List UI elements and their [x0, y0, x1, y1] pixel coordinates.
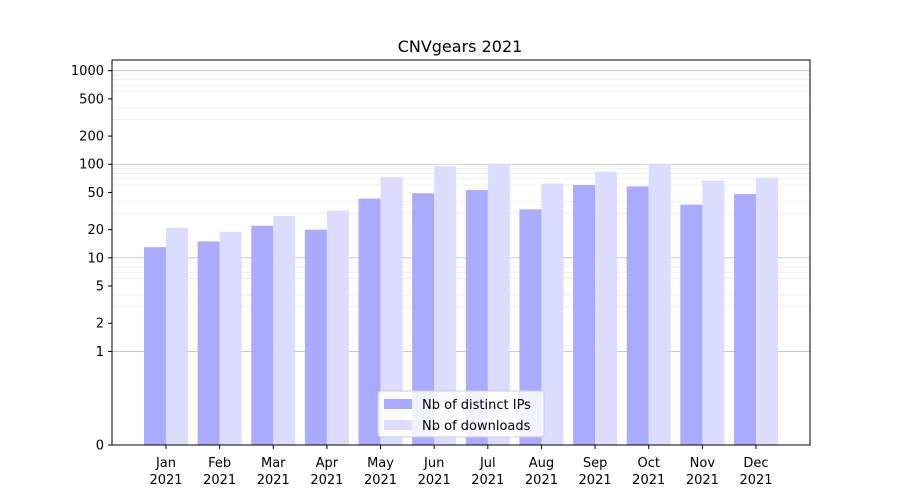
bar-downloads-may [380, 177, 403, 446]
x-tick-label-month: Aug [529, 456, 554, 471]
x-tick-label-year: 2021 [418, 473, 451, 488]
x-tick-label-month: Jan [155, 456, 176, 471]
x-tick-label-year: 2021 [471, 473, 504, 488]
x-tick-label-month: Sep [583, 456, 608, 471]
x-tick-label-year: 2021 [632, 473, 665, 488]
x-tick-label-month: Feb [208, 456, 231, 471]
bar-downloads-dec [756, 177, 778, 446]
bar-distinct-ips-oct [626, 186, 649, 445]
x-tick-label-year: 2021 [149, 473, 182, 488]
x-axis: Jan 2021 Feb 2021 Mar 2021 Apr 2021 May 2021 Jun 20… [149, 445, 773, 488]
y-tick-label: 200 [79, 130, 104, 145]
x-tick-label-year: 2021 [203, 473, 236, 488]
x-tick-label-month: Nov [690, 456, 716, 471]
bar-downloads-jun [434, 166, 457, 445]
bars [144, 163, 778, 446]
x-tick-label-month: Jun [423, 456, 444, 471]
y-tick-label: 50 [87, 186, 104, 201]
bar-distinct-ips-aug [519, 209, 542, 445]
bar-downloads-jul [487, 163, 510, 445]
x-tick-label-year: 2021 [257, 473, 290, 488]
bar-downloads-feb [219, 231, 242, 445]
x-tick-label-year: 2021 [686, 473, 719, 488]
y-tick-label: 0 [96, 439, 104, 454]
x-tick-label-year: 2021 [525, 473, 558, 488]
x-tick-label-month: Jul [479, 456, 496, 471]
bar-distinct-ips-mar [251, 225, 274, 445]
bar-distinct-ips-jan [144, 247, 166, 445]
bar-downloads-mar [273, 215, 296, 445]
y-tick-label: 1 [96, 345, 104, 360]
bar-downloads-jan [166, 227, 188, 445]
bar-downloads-nov [702, 180, 725, 446]
y-tick-label: 1000 [71, 64, 104, 79]
x-tick-label-month: Mar [261, 456, 286, 471]
bar-downloads-oct [648, 165, 671, 445]
legend-swatch [384, 399, 412, 409]
bar-distinct-ips-may [358, 198, 381, 445]
bar-downloads-aug [541, 183, 564, 445]
bar-distinct-ips-sep [573, 185, 596, 445]
bar-distinct-ips-nov [680, 204, 703, 445]
bar-distinct-ips-jun [412, 193, 435, 445]
x-tick-label-year: 2021 [739, 473, 772, 488]
bar-distinct-ips-apr [304, 229, 327, 445]
legend-box [377, 390, 545, 438]
x-tick-label-year: 2021 [579, 473, 612, 488]
y-tick-label: 5 [96, 280, 104, 295]
legend-label: Nb of downloads [422, 419, 531, 434]
legend-label: Nb of distinct IPs [422, 398, 531, 413]
bar-downloads-sep [595, 171, 618, 445]
plot-frame [111, 59, 811, 446]
x-tick-label-year: 2021 [364, 473, 397, 488]
x-tick-label-month: Dec [743, 456, 768, 471]
x-tick-label-month: May [367, 456, 394, 471]
y-tick-label: 20 [87, 223, 104, 238]
y-axis: 0 1 2 5 10 20 50 100 200 500 1000 [71, 64, 112, 454]
x-tick-label-month: Oct [637, 456, 659, 471]
bar-downloads-apr [326, 210, 349, 445]
legend: Nb of distinct IPs Nb of downloads [377, 390, 545, 438]
y-tick-label: 100 [79, 158, 104, 173]
x-tick-label-year: 2021 [310, 473, 343, 488]
chart-title: CNVgears 2021 [398, 37, 523, 56]
bar-distinct-ips-jul [465, 190, 488, 445]
bar-distinct-ips-feb [197, 241, 220, 445]
legend-swatch [384, 420, 412, 430]
y-tick-label: 10 [87, 251, 104, 266]
y-tick-label: 500 [79, 92, 104, 107]
x-tick-label-month: Apr [316, 456, 339, 471]
y-tick-label: 2 [96, 317, 104, 332]
bar-distinct-ips-dec [734, 194, 756, 445]
